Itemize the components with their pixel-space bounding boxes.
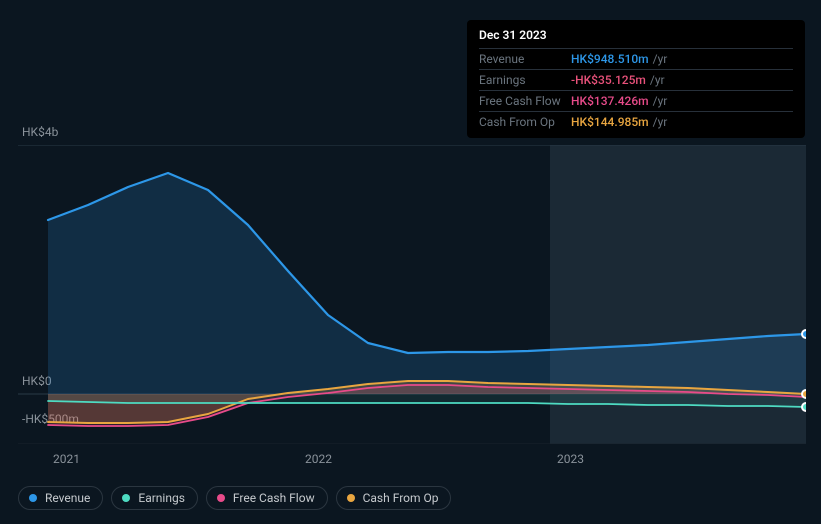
legend-dot-icon: [122, 494, 130, 502]
legend-dot-icon: [217, 494, 225, 502]
financial-chart[interactable]: [18, 145, 806, 444]
x-axis-label: 2021: [53, 452, 80, 466]
tooltip-row-unit: /yr: [653, 115, 668, 129]
tooltip-row-label: Cash From Op: [479, 115, 571, 129]
chart-container: Dec 31 2023 RevenueHK$948.510m/yrEarning…: [0, 0, 821, 524]
legend-cash-from-op[interactable]: Cash From Op: [336, 486, 452, 510]
tooltip-row-value: HK$948.510m: [571, 52, 649, 66]
tooltip-row-label: Earnings: [479, 73, 571, 87]
legend-label: Cash From Op: [363, 491, 439, 505]
legend-label: Revenue: [45, 491, 90, 505]
legend-label: Free Cash Flow: [233, 491, 315, 505]
tooltip-row-label: Free Cash Flow: [479, 94, 571, 108]
tooltip-row: RevenueHK$948.510m/yr: [479, 48, 793, 69]
tooltip-rows: RevenueHK$948.510m/yrEarnings-HK$35.125m…: [479, 48, 793, 132]
tooltip-row-unit: /yr: [650, 73, 665, 87]
legend-free-cash-flow[interactable]: Free Cash Flow: [206, 486, 328, 510]
tooltip-date: Dec 31 2023: [479, 28, 793, 42]
legend-dot-icon: [347, 494, 355, 502]
legend-revenue[interactable]: Revenue: [18, 486, 103, 510]
x-axis-label: 2023: [557, 452, 584, 466]
legend-label: Earnings: [138, 491, 185, 505]
tooltip-row-unit: /yr: [653, 52, 668, 66]
tooltip-row-value: -HK$35.125m: [571, 73, 646, 87]
tooltip-row-value: HK$144.985m: [571, 115, 649, 129]
tooltip-row: Earnings-HK$35.125m/yr: [479, 69, 793, 90]
y-axis-label: HK$4b: [22, 125, 58, 139]
tooltip-row-unit: /yr: [653, 94, 668, 108]
chart-tooltip: Dec 31 2023 RevenueHK$948.510m/yrEarning…: [467, 20, 805, 138]
tooltip-row: Free Cash FlowHK$137.426m/yr: [479, 90, 793, 111]
legend-dot-icon: [29, 494, 37, 502]
legend-earnings[interactable]: Earnings: [111, 486, 198, 510]
tooltip-row: Cash From OpHK$144.985m/yr: [479, 111, 793, 132]
tooltip-row-label: Revenue: [479, 52, 571, 66]
tooltip-row-value: HK$137.426m: [571, 94, 649, 108]
chart-legend: Revenue Earnings Free Cash Flow Cash From O…: [18, 486, 451, 510]
x-axis-label: 2022: [305, 452, 332, 466]
